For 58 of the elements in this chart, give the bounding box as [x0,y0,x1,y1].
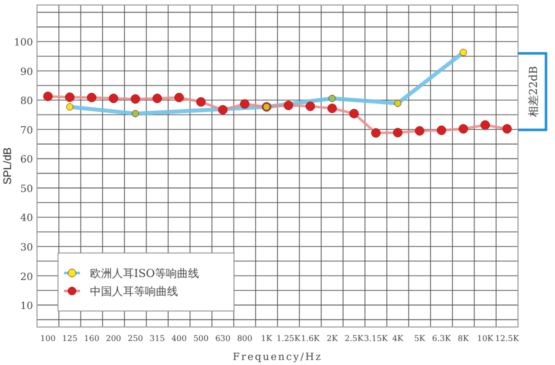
point [43,92,53,102]
point [174,92,184,102]
x-tick-label: 200 [106,334,122,343]
x-tick-label: 630 [215,334,230,343]
x-tick-label: 160 [84,334,100,343]
y-tick-label: 90 [20,66,33,78]
point [218,105,228,115]
point [196,97,206,107]
point [414,126,424,136]
point [458,124,468,134]
y-tick-label: 60 [20,154,33,166]
point [436,126,446,136]
y-tick-label: 30 [20,242,33,254]
x-tick-label: 1.25K [276,334,302,343]
x-tick-label: 4K [392,334,404,343]
x-tick-label: 1K [261,334,274,343]
x-tick-label: 125 [62,334,78,343]
y-tick-label: 10 [20,301,33,312]
point [65,92,75,102]
point [393,128,402,138]
text: 相差22dB [527,66,540,118]
x-tick-label: 250 [128,334,144,343]
y-tick-label: 100 [14,38,33,49]
y-tick-label: 40 [20,213,33,224]
point [284,100,294,110]
x-tick-label: 8K [458,334,470,343]
x-axis-title: Frequency/Hz [232,352,322,363]
y-tick-label: 80 [20,96,33,108]
x-tick-label: 800 [237,334,252,343]
x-tick-label: 1.6K [300,334,321,343]
y-tick-label: 20 [20,272,33,283]
point [306,102,316,112]
x-tick-label: 5K [414,334,426,343]
x-tick-label: 100 [40,334,56,343]
point [371,128,381,138]
point [130,94,140,104]
y-tick-label: 70 [20,125,33,136]
point [240,99,250,109]
x-tick-label: 500 [193,334,209,343]
x-tick-label: 12.5K [495,334,520,343]
point [480,120,490,130]
legend-label: 中国人耳等响曲线 [90,285,178,298]
point [108,94,118,104]
x-tick-label: 10K [477,334,494,343]
point [502,124,512,134]
x-tick-label: 6.3K [432,334,452,343]
point [349,108,359,118]
x-tick-label: 315 [150,334,165,343]
legend-label: 欧洲人耳ISO等响曲线 [90,267,199,280]
y-axis-title: SPL/dB [2,147,14,185]
point [86,92,96,102]
x-tick-label: 400 [171,334,187,343]
y-tick-label: 50 [20,184,33,195]
x-tick-label: 2K [326,334,339,343]
point [327,104,337,114]
point [152,94,162,104]
x-tick-label: 3.15K [364,334,389,343]
x-tick-label: 2.5K [344,334,364,343]
